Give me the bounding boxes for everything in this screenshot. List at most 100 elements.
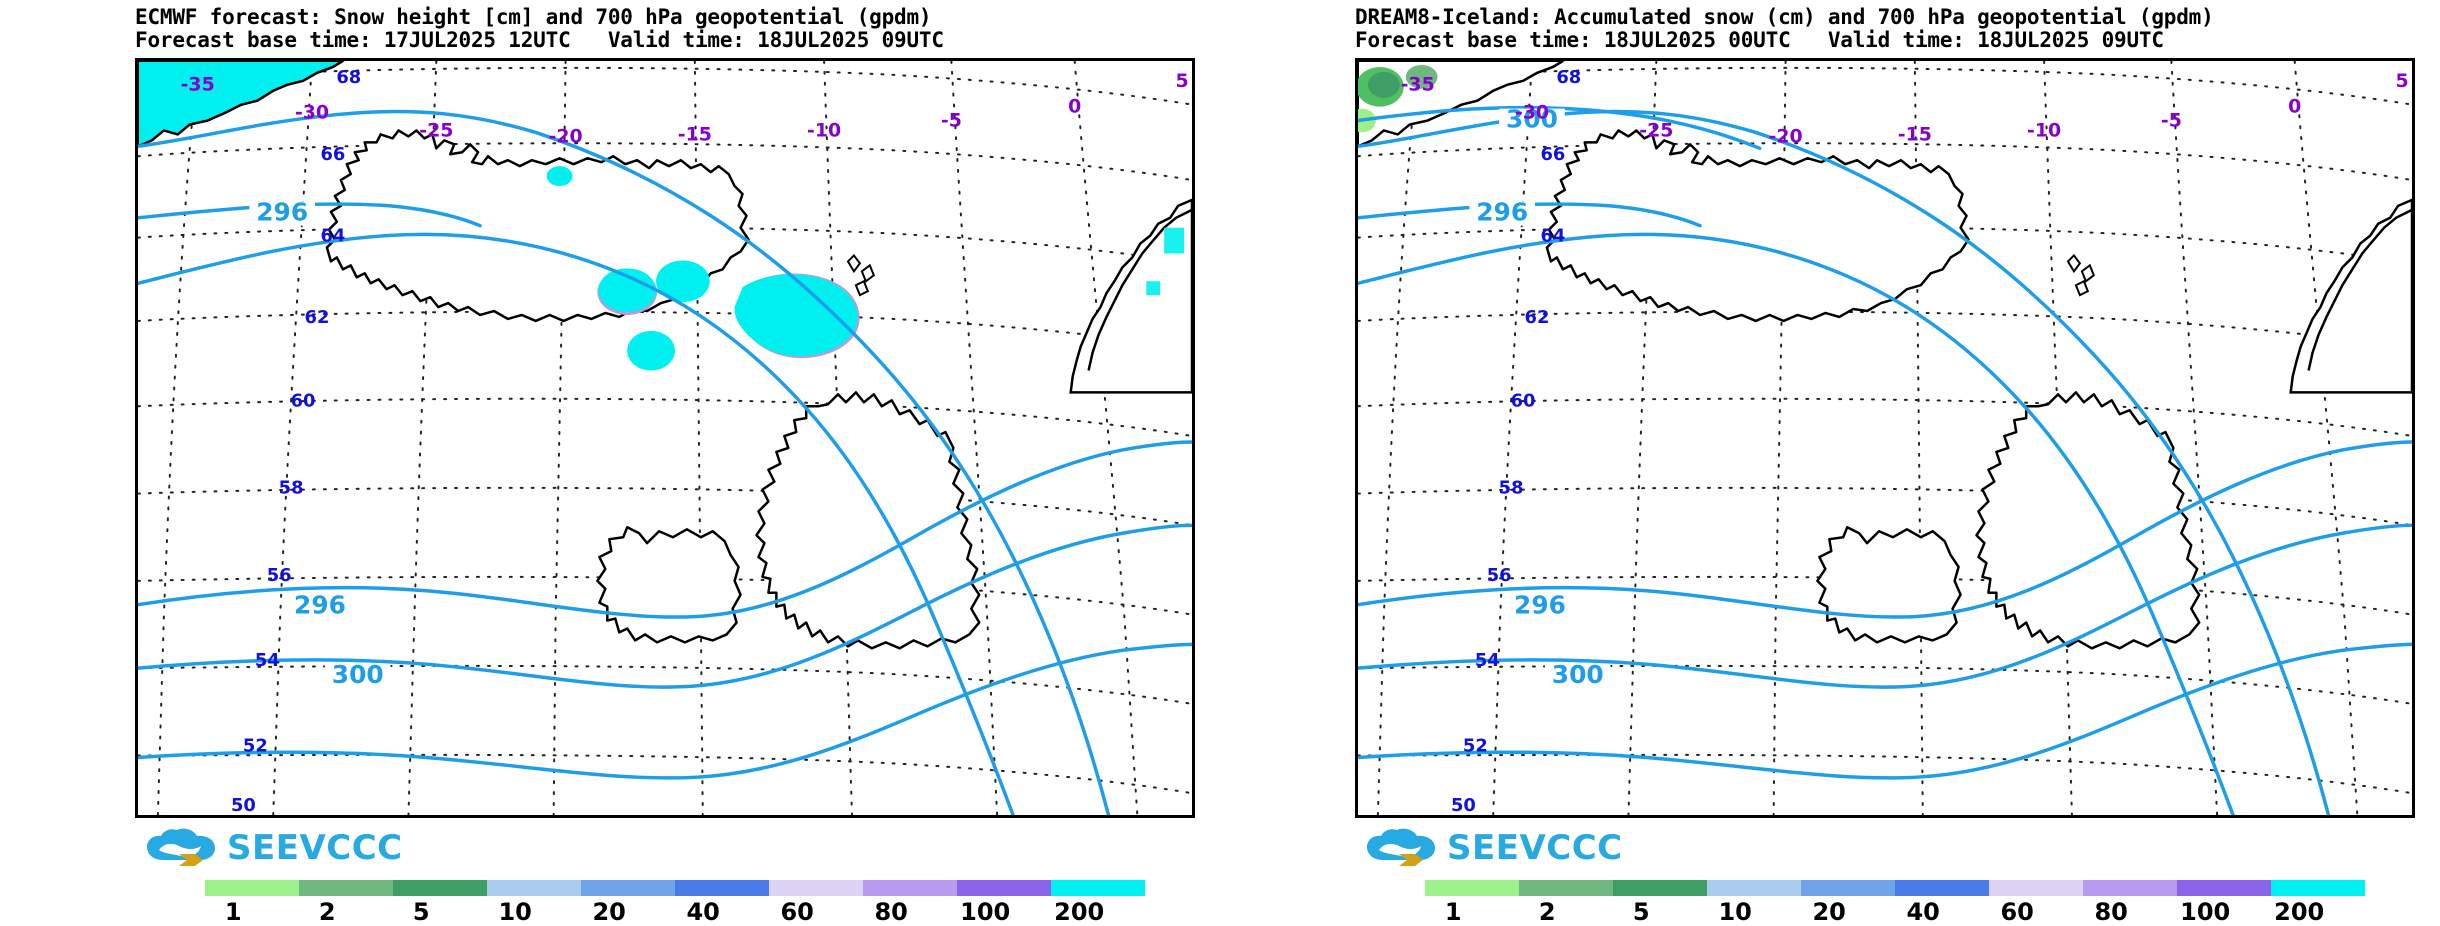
- longitude-labels: -35 -30 -25 -20 -15 -10 -5 0 5: [181, 70, 1189, 148]
- snow-patches-iceland: [546, 166, 860, 371]
- geopotential-contour-labels: 300 296 296 300: [1469, 104, 1611, 689]
- colorbar-segment: [675, 880, 769, 896]
- geopotential-contour-labels: 296 296 300: [249, 198, 391, 689]
- panel-dream8-title-block: DREAM8-Iceland: Accumulated snow (cm) an…: [1355, 6, 2425, 52]
- faroe-islands: [846, 253, 876, 297]
- greenland-landmass: [138, 61, 345, 148]
- colorbar-dream8-labels: 1 2 5 10 20 40 60 80 100 200: [1425, 898, 2365, 926]
- map-ecmwf-canvas: 296 296 300 -35 -30 -25 -20 -15 -10 -5 0: [138, 61, 1192, 815]
- svg-text:68: 68: [1556, 67, 1581, 88]
- svg-text:5: 5: [1175, 70, 1188, 92]
- panel-dream8-title-line2: Forecast base time: 18JUL2025 00UTC Vali…: [1355, 28, 2164, 52]
- svg-text:58: 58: [279, 478, 304, 499]
- greenland-landmass: [1358, 61, 1565, 148]
- svg-text:-35: -35: [1401, 74, 1435, 96]
- svg-text:64: 64: [1540, 226, 1565, 247]
- colorbar-tick: 40: [1906, 898, 1940, 926]
- norway-coast: [2289, 198, 2412, 394]
- map-dream8[interactable]: 300 296 296 300 -35 -30 -25 -20 -15 -10 …: [1355, 58, 2415, 818]
- colorbar-tick: 100: [960, 898, 1011, 926]
- svg-text:-20: -20: [1769, 125, 1803, 147]
- svg-text:-25: -25: [1639, 119, 1673, 141]
- colorbar-segment: [863, 880, 957, 896]
- colorbar-tick: 100: [2180, 898, 2231, 926]
- colorbar-tick: 10: [1718, 898, 1752, 926]
- colorbar-tick: 200: [2274, 898, 2325, 926]
- colorbar-segment: [1801, 880, 1895, 896]
- panel-ecmwf: ECMWF forecast: Snow height [cm] and 700…: [0, 0, 1220, 926]
- colorbar-segment: [1519, 880, 1613, 896]
- colorbar-ecmwf: 1 2 5 10 20 40 60 80 100 200: [205, 880, 1145, 926]
- svg-text:300: 300: [1506, 104, 1558, 133]
- colorbar-segment: [769, 880, 863, 896]
- cloud-icon: [147, 828, 215, 866]
- map-dream8-canvas: 300 296 296 300 -35 -30 -25 -20 -15 -10 …: [1358, 61, 2412, 815]
- svg-text:60: 60: [1511, 390, 1536, 411]
- colorbar-tick: 60: [2000, 898, 2034, 926]
- colorbar-segment: [581, 880, 675, 896]
- panel-ecmwf-title-line2: Forecast base time: 17JUL2025 12UTC Vali…: [135, 28, 944, 52]
- svg-text:64: 64: [320, 226, 345, 247]
- colorbar-tick: 5: [1632, 898, 1650, 926]
- svg-text:-15: -15: [678, 123, 712, 145]
- panel-dream8-title-line1: DREAM8-Iceland: Accumulated snow (cm) an…: [1355, 5, 2214, 29]
- colorbar-tick: 80: [874, 898, 908, 926]
- colorbar-segment: [487, 880, 581, 896]
- svg-text:50: 50: [231, 795, 256, 815]
- svg-text:60: 60: [291, 390, 316, 411]
- colorbar-segment: [299, 880, 393, 896]
- colorbar-tick: 200: [1054, 898, 1105, 926]
- norway-coast: [1069, 198, 1192, 394]
- colorbar-tick: 80: [2094, 898, 2128, 926]
- colorbar-segment: [1989, 880, 2083, 896]
- svg-text:5: 5: [2395, 70, 2408, 92]
- colorbar-dream8-strip: [1425, 880, 2365, 896]
- svg-text:296: 296: [1476, 198, 1528, 227]
- seevccc-logo-text: SEEVCCC: [227, 828, 403, 868]
- colorbar-segment: [1425, 880, 1519, 896]
- colorbar-tick: 2: [318, 898, 336, 926]
- svg-text:62: 62: [305, 307, 330, 328]
- colorbar-ecmwf-strip: [205, 880, 1145, 896]
- colorbar-segment: [1613, 880, 1707, 896]
- latitude-labels: 68 66 64 62 60 58 56 54 52 50: [1451, 67, 1581, 815]
- svg-text:66: 66: [320, 144, 345, 165]
- panel-ecmwf-title-block: ECMWF forecast: Snow height [cm] and 700…: [135, 6, 1205, 52]
- svg-text:-35: -35: [181, 74, 215, 96]
- cloud-icon: [1367, 828, 1435, 866]
- colorbar-tick: 5: [412, 898, 430, 926]
- map-ecmwf[interactable]: 296 296 300 -35 -30 -25 -20 -15 -10 -5 0: [135, 58, 1195, 818]
- colorbar-segment: [1707, 880, 1801, 896]
- svg-text:-5: -5: [941, 109, 962, 131]
- faroe-islands: [2066, 253, 2096, 297]
- longitude-labels: -35 -30 -25 -20 -15 -10 -5 0 5: [1401, 70, 2409, 148]
- colorbar-tick: 10: [498, 898, 532, 926]
- svg-text:296: 296: [1514, 591, 1566, 620]
- latitude-labels: 68 66 64 62 60 58 56 54 52 50: [231, 67, 361, 815]
- svg-text:296: 296: [256, 198, 308, 227]
- colorbar-dream8: 1 2 5 10 20 40 60 80 100 200: [1425, 880, 2365, 926]
- svg-text:-30: -30: [1515, 102, 1549, 124]
- colorbar-tick: 20: [592, 898, 626, 926]
- svg-text:62: 62: [1525, 307, 1550, 328]
- svg-text:0: 0: [2288, 96, 2301, 118]
- svg-text:54: 54: [1475, 650, 1500, 671]
- seevccc-logo: SEEVCCC: [1365, 828, 1623, 868]
- svg-text:-10: -10: [807, 119, 841, 141]
- british-isles: [1816, 391, 2201, 650]
- colorbar-tick: 60: [780, 898, 814, 926]
- geopotential-contours: [138, 109, 1192, 815]
- colorbar-segment: [957, 880, 1051, 896]
- colorbar-tick: 1: [224, 898, 242, 926]
- panel-ecmwf-title-line1: ECMWF forecast: Snow height [cm] and 700…: [135, 5, 932, 29]
- svg-text:0: 0: [1068, 96, 1081, 118]
- svg-text:66: 66: [1540, 144, 1565, 165]
- svg-text:-30: -30: [295, 102, 329, 124]
- colorbar-tick: 20: [1812, 898, 1846, 926]
- colorbar-segment: [2083, 880, 2177, 896]
- svg-text:-25: -25: [419, 119, 453, 141]
- colorbar-segment: [205, 880, 299, 896]
- svg-text:54: 54: [255, 650, 280, 671]
- colorbar-segment: [1895, 880, 1989, 896]
